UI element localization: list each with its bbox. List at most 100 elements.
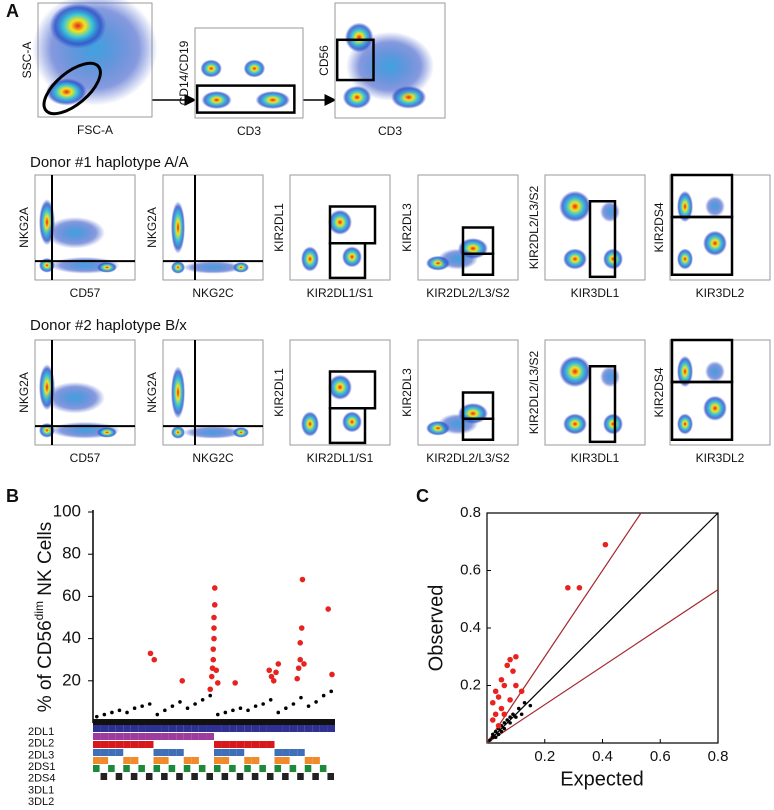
x-axis-label: KIR2DL2/L3/S2 <box>426 286 510 300</box>
genotype-cell <box>123 733 131 740</box>
genotype-cell <box>161 757 169 764</box>
panel-letter: B <box>6 486 19 506</box>
genotype-cell <box>93 741 101 748</box>
data-point <box>492 688 499 695</box>
density <box>301 411 319 437</box>
data-point <box>502 726 507 731</box>
data-point <box>211 625 217 631</box>
data-point <box>511 712 515 717</box>
genotype-cell <box>221 725 230 732</box>
genotype-cell <box>312 773 319 780</box>
genotype-cell <box>115 733 124 740</box>
y-axis-label: % of CD56dim NK Cells <box>32 522 56 712</box>
genotype-cell <box>115 773 123 780</box>
genotype-cell <box>244 725 252 732</box>
genotype-cell <box>214 725 222 732</box>
density <box>328 374 352 400</box>
data-point <box>179 678 186 684</box>
genotype-cell <box>236 741 245 748</box>
genotype-cell <box>282 749 290 756</box>
genotype-cell <box>266 741 275 748</box>
genotype-cell <box>191 757 199 764</box>
density <box>703 230 727 256</box>
genotype-cell <box>100 749 109 756</box>
data-point <box>140 704 144 708</box>
data-point <box>501 711 508 718</box>
plot-frame <box>544 174 646 281</box>
density <box>45 217 105 249</box>
genotype-cell <box>319 725 328 732</box>
panel-letter: C <box>416 486 429 506</box>
data-point <box>211 602 218 608</box>
density <box>705 361 725 382</box>
density <box>677 190 693 223</box>
genotype-cell <box>274 765 282 772</box>
genotype-cell <box>304 757 313 764</box>
y-axis-label: KIR2DL3 <box>400 203 414 252</box>
genotype-cell <box>319 765 327 772</box>
genotype-cell <box>168 733 177 740</box>
gate <box>328 407 367 445</box>
genotype-cell <box>176 733 184 740</box>
genotype-cell <box>259 725 267 732</box>
genotype-cell <box>289 749 298 756</box>
density <box>183 426 243 439</box>
data-point <box>297 640 304 646</box>
y-tick-label: 100 <box>53 501 81 520</box>
gate <box>461 252 495 276</box>
y-tick-label: 0.4 <box>460 619 481 636</box>
density <box>600 201 620 223</box>
y-label-part: % of CD56 <box>35 620 56 712</box>
genotype-cell <box>297 725 305 732</box>
genotype-cell <box>221 757 230 764</box>
x-axis-label: KIR2DL2/L3/S2 <box>426 451 510 465</box>
data-point <box>298 625 305 631</box>
gate <box>42 61 102 116</box>
reference-line <box>486 589 719 744</box>
data-point <box>125 710 129 715</box>
genotype-cell <box>108 749 116 756</box>
genotype-cell <box>153 733 162 740</box>
y-axis-label: KIR2DL1 <box>272 368 286 417</box>
genotype-cell <box>93 749 101 756</box>
genotype-cell <box>282 773 289 780</box>
density <box>677 248 693 270</box>
genotype-cell <box>138 733 146 740</box>
genotype-cell <box>304 765 312 772</box>
genotype-cell <box>274 725 283 732</box>
genotype-cell <box>153 765 161 772</box>
data-point <box>492 711 499 718</box>
density <box>346 31 434 101</box>
data-point <box>306 704 311 708</box>
genotype-cell <box>229 749 237 756</box>
data-point <box>508 721 512 725</box>
genotype-cell <box>229 725 237 732</box>
data-point <box>147 650 154 657</box>
genotype-cell <box>206 773 213 780</box>
genotype-cell <box>115 749 124 756</box>
data-point <box>211 585 218 591</box>
genotype-cell <box>259 765 266 772</box>
genotype-cell <box>168 765 176 772</box>
genotype-cell <box>236 749 245 756</box>
genotype-cell <box>115 741 124 748</box>
genotype-cell <box>183 725 192 732</box>
data-point <box>576 584 583 591</box>
genotype-cell <box>108 765 115 772</box>
x-axis-label: NKG2C <box>192 286 234 300</box>
data-point <box>223 710 228 715</box>
genotype-cell <box>191 733 199 740</box>
genotype-cell <box>100 733 109 740</box>
data-point <box>117 708 122 713</box>
x-tick-label: 0.4 <box>592 748 613 765</box>
genotype-cell <box>161 733 169 740</box>
data-point <box>499 729 504 734</box>
genotype-cell <box>100 725 109 732</box>
genotype-cell <box>168 749 177 756</box>
data-point <box>155 712 160 717</box>
genotype-cell <box>214 757 222 764</box>
data-point <box>329 689 334 694</box>
data-point <box>284 706 288 711</box>
genotype-cell <box>100 741 109 748</box>
density <box>342 246 362 268</box>
